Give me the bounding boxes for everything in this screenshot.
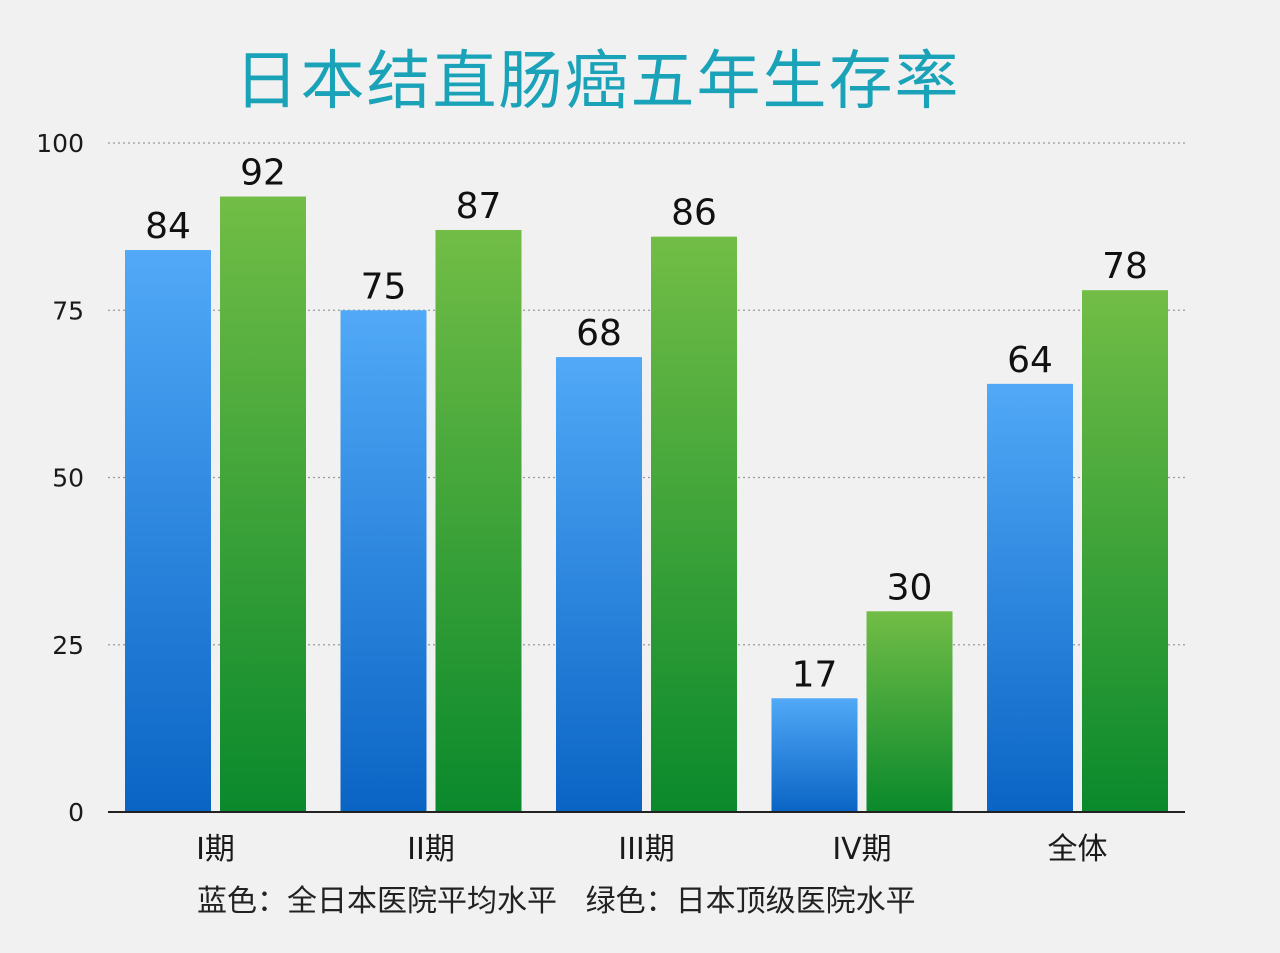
y-tick-label-25: 25 [52, 631, 84, 660]
y-tick-label-100: 100 [36, 129, 84, 158]
data-label-blue-4: 64 [1007, 340, 1053, 381]
data-label-green-3: 30 [887, 567, 933, 608]
data-label-green-4: 78 [1102, 246, 1148, 287]
bar-blue-1 [340, 310, 427, 812]
bar-blue-3 [771, 698, 858, 812]
data-label-green-2: 86 [671, 193, 717, 234]
bar-green-0 [220, 196, 306, 812]
data-labels: 84 92 75 87 68 86 17 30 64 78 [145, 153, 1148, 696]
data-label-green-1: 87 [456, 186, 502, 227]
data-label-blue-3: 17 [792, 654, 838, 695]
bar-green-1 [435, 229, 522, 813]
data-label-green-0: 92 [240, 153, 286, 194]
bars [125, 196, 1168, 813]
bar-green-3 [866, 611, 953, 812]
x-category-label-1: II期 [407, 832, 455, 867]
chart-title: 日本结直肠癌五年生存率 [234, 45, 961, 119]
y-tick-label-50: 50 [52, 464, 84, 493]
x-category-label-0: I期 [196, 832, 235, 867]
data-label-blue-0: 84 [145, 206, 191, 247]
y-axis-ticks: 0 25 50 75 100 [36, 129, 84, 827]
bar-blue-4 [987, 383, 1073, 812]
x-axis-categories: I期 II期 III期 IV期 全体 [196, 832, 1107, 867]
x-category-label-3: IV期 [832, 832, 891, 867]
data-label-blue-1: 75 [361, 266, 407, 307]
x-category-label-2: III期 [618, 832, 675, 867]
bar-green-4 [1082, 290, 1168, 812]
bar-blue-2 [556, 357, 642, 812]
bar-green-2 [651, 236, 737, 812]
legend-caption: 蓝色：全日本医院平均水平 绿色：日本顶级医院水平 [197, 884, 916, 919]
data-label-blue-2: 68 [576, 313, 622, 354]
bar-blue-0 [125, 250, 211, 813]
y-tick-label-0: 0 [68, 798, 84, 827]
y-tick-label-75: 75 [52, 296, 84, 325]
x-category-label-4: 全体 [1048, 832, 1108, 867]
